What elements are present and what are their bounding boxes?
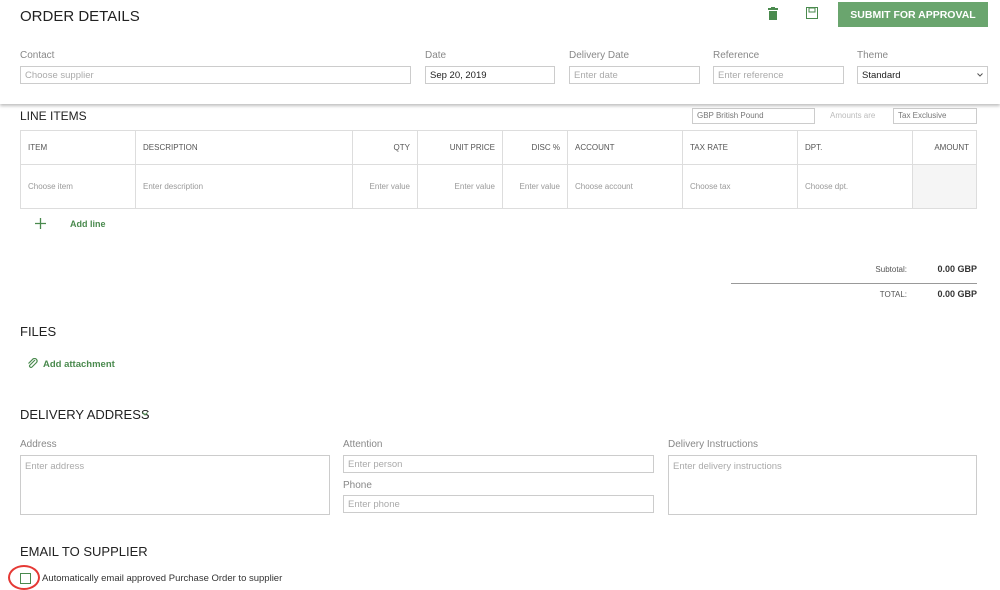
address-input[interactable]: Enter address [20,455,330,515]
tax-rate-cell[interactable]: Choose tax [682,164,798,209]
address-label: Address [20,439,57,450]
col-description: DESCRIPTION [135,130,353,165]
col-account: ACCOUNT [567,130,683,165]
currency-select[interactable]: GBP British Pound [692,108,815,124]
item-cell[interactable]: Choose item [20,164,136,209]
subtotal-label: Subtotal: [875,265,907,274]
amounts-label: Amounts are [830,111,876,120]
delivery-date-label: Delivery Date [569,50,630,61]
delivery-date-input[interactable]: Enter date [569,66,700,84]
col-amount: AMOUNT [912,130,977,165]
table-row: Choose item Enter description Enter valu… [20,164,977,209]
add-attachment-button[interactable]: Add attachment [43,359,115,370]
contact-input[interactable]: Choose supplier [20,66,411,84]
chevron-down-icon[interactable] [142,412,148,416]
highlight-circle [8,565,40,590]
instructions-input[interactable]: Enter delivery instructions [668,455,977,515]
submit-for-approval-button[interactable]: SUBMIT FOR APPROVAL [838,2,988,27]
description-cell[interactable]: Enter description [135,164,353,209]
table-header-row: ITEM DESCRIPTION QTY UNIT PRICE DISC % A… [20,130,977,165]
tax-mode-select[interactable]: Tax Exclusive [893,108,977,124]
amount-cell [912,164,977,209]
email-title: EMAIL TO SUPPLIER [20,544,148,559]
totals-divider [731,283,977,284]
line-items-table: ITEM DESCRIPTION QTY UNIT PRICE DISC % A… [20,130,977,209]
contact-label: Contact [20,50,55,61]
chevron-down-icon [977,73,983,77]
theme-value: Standard [862,70,901,81]
line-items-title: LINE ITEMS [20,109,87,123]
page-title: ORDER DETAILS [20,8,140,25]
col-dpt: DPT. [797,130,913,165]
date-input[interactable]: Sep 20, 2019 [425,66,555,84]
dpt-cell[interactable]: Choose dpt. [797,164,913,209]
total-value: 0.00 GBP [937,289,977,299]
col-disc: DISC % [502,130,568,165]
reference-input[interactable]: Enter reference [713,66,844,84]
attention-input[interactable]: Enter person [343,455,654,473]
attention-label: Attention [343,439,383,450]
save-icon[interactable] [806,7,818,19]
phone-label: Phone [343,480,372,491]
qty-cell[interactable]: Enter value [352,164,418,209]
account-cell[interactable]: Choose account [567,164,683,209]
instructions-label: Delivery Instructions [668,439,759,450]
auto-email-checkbox[interactable] [20,573,31,584]
unit-price-cell[interactable]: Enter value [417,164,503,209]
total-label: TOTAL: [879,290,907,299]
delivery-address-title: DELIVERY ADDRESS [20,407,150,422]
disc-cell[interactable]: Enter value [502,164,568,209]
date-label: Date [425,50,447,61]
order-header: ORDER DETAILS SUBMIT FOR APPROVAL Contac… [0,0,1000,104]
reference-label: Reference [713,50,760,61]
col-unit-price: UNIT PRICE [417,130,503,165]
col-item: ITEM [20,130,136,165]
plus-icon[interactable] [35,218,46,229]
theme-label: Theme [857,50,889,61]
phone-input[interactable]: Enter phone [343,495,654,513]
paperclip-icon[interactable] [27,358,38,369]
col-tax-rate: TAX RATE [682,130,798,165]
add-line-button[interactable]: Add line [70,219,106,229]
col-qty: QTY [352,130,418,165]
trash-icon[interactable] [768,7,778,20]
theme-select[interactable]: Standard [857,66,988,84]
files-title: FILES [20,324,57,339]
subtotal-value: 0.00 GBP [937,264,977,274]
auto-email-label: Automatically email approved Purchase Or… [42,573,283,584]
